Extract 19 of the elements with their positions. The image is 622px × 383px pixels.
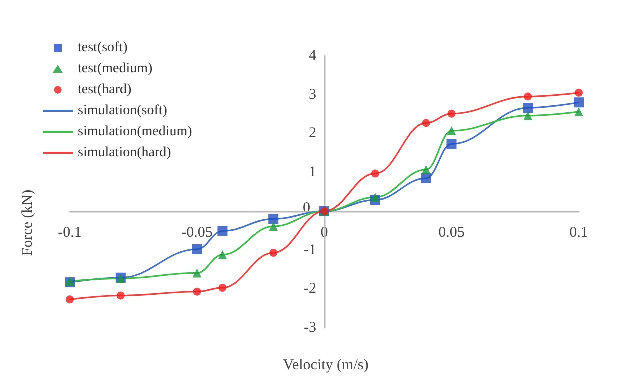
y-tick-label: -2 (304, 281, 316, 298)
y-tick-label: 3 (309, 86, 316, 103)
y-axis-title: Force (kN) (20, 190, 36, 256)
legend-label: test(soft) (78, 40, 128, 56)
y-tick-label: 1 (309, 164, 316, 181)
x-tick-label: -0.1 (58, 224, 82, 241)
legend-label: simulation(soft) (78, 104, 168, 118)
legend-label: simulation(medium) (78, 124, 193, 140)
legend-label: simulation(hard) (78, 146, 172, 160)
legend-label: test(hard) (78, 82, 132, 98)
y-tick-label: -1 (304, 242, 316, 258)
legend-label: test(medium) (78, 62, 153, 76)
y-tick-label: -3 (304, 320, 316, 336)
x-tick-label: 0.05 (438, 224, 465, 241)
y-tick-label: 2 (309, 126, 316, 142)
x-tick-label: -0.05 (182, 224, 213, 241)
x-tick-label: 0.1 (570, 224, 588, 241)
x-axis-title: Velocity (m/s) (283, 358, 369, 374)
y-tick-label: 4 (309, 48, 317, 64)
